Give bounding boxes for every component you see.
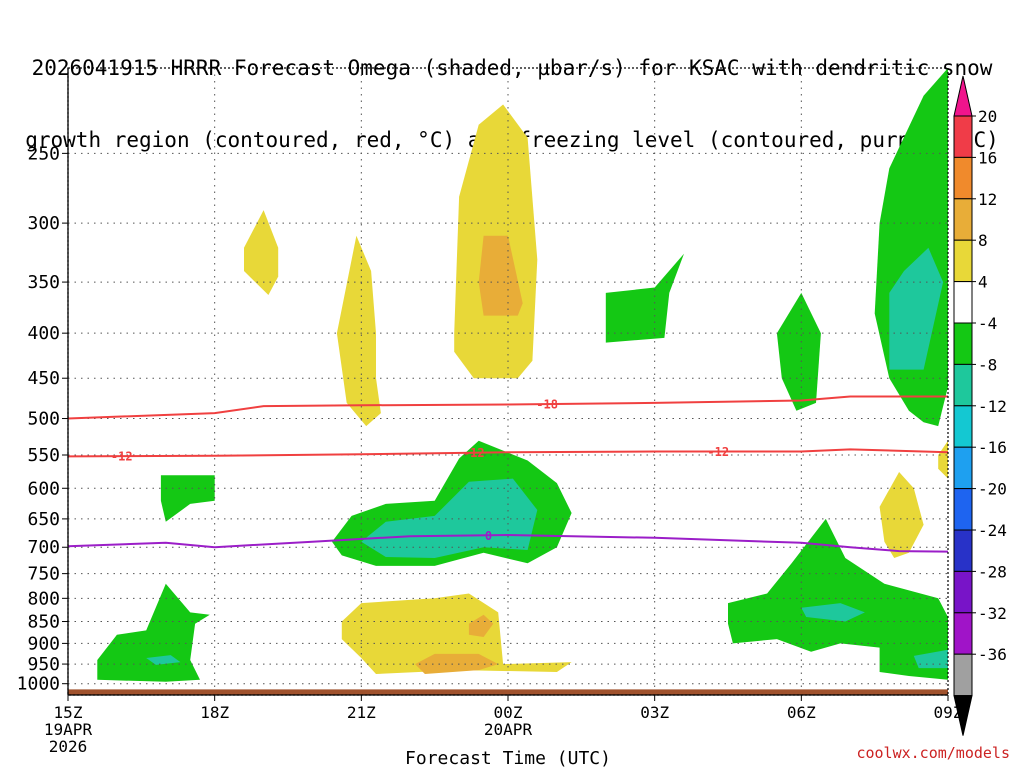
- x-tick-label: 15Z: [54, 703, 83, 722]
- contour-label: -12: [707, 445, 729, 459]
- ground-layer: [68, 689, 948, 695]
- x-tick-label: 00Z: [494, 703, 523, 722]
- y-tick-label: 900: [27, 633, 60, 654]
- y-tick-label: 650: [27, 509, 60, 530]
- colorbar-label: -4: [978, 314, 997, 333]
- contour-freezing-level-0: [67, 533, 949, 553]
- colorbar: 20 16 12 8 4 -4 -8 -12 -16 -20 -24 -28 -32 -36: [953, 75, 1007, 736]
- y-tick-label: 400: [27, 323, 60, 344]
- colorbar-swatch: [953, 405, 973, 448]
- colorbar-label: -32: [978, 604, 1007, 623]
- y-tick-label: 500: [27, 409, 60, 430]
- colorbar-swatch: [953, 653, 973, 697]
- x-tick-label: 21Z: [347, 703, 376, 722]
- omega-region-19: [801, 603, 865, 622]
- colorbar-top-arrow: [953, 75, 973, 117]
- watermark: coolwx.com/models: [856, 744, 1010, 762]
- contour-dendritic-minus12: [67, 448, 949, 458]
- omega-region-10: [97, 583, 210, 682]
- omega-region-4: [341, 593, 572, 674]
- omega-region-17: [889, 247, 944, 370]
- contour-label: 0: [485, 529, 492, 543]
- colorbar-swatch: [953, 198, 973, 241]
- y-tick-label: 1000: [17, 674, 60, 695]
- omega-region-3: [478, 235, 523, 316]
- colorbar-swatch: [953, 239, 973, 283]
- colorbar-label: -28: [978, 562, 1007, 581]
- colorbar-swatch: [953, 115, 973, 158]
- x-tick-date: 19APR: [44, 720, 93, 739]
- omega-region-8: [938, 440, 948, 479]
- y-tick-label: 450: [27, 368, 60, 389]
- colorbar-label: 4: [978, 273, 988, 292]
- colorbar-swatch: [953, 570, 973, 614]
- y-tick-label: 550: [27, 445, 60, 466]
- omega-region-6: [415, 653, 499, 674]
- colorbar-swatch: [953, 322, 973, 365]
- colorbar-label: 12: [978, 190, 997, 209]
- omega-region-15: [776, 292, 821, 411]
- omega-region-7: [879, 472, 924, 558]
- colorbar-swatch: [953, 156, 973, 200]
- y-tick-label: 850: [27, 612, 60, 633]
- omega-region-13: [361, 478, 538, 558]
- y-tick-label: 950: [27, 654, 60, 675]
- omega-region-11: [146, 655, 181, 665]
- y-tick-label: 800: [27, 588, 60, 609]
- x-tick-date: 20APR: [484, 720, 533, 739]
- colorbar-label: -12: [978, 397, 1007, 416]
- colorbar-label: 16: [978, 148, 997, 167]
- omega-region-9: [160, 475, 215, 522]
- colorbar-bottom-arrow: [953, 695, 973, 736]
- y-tick-label: 350: [27, 272, 60, 293]
- x-tick-label: 03Z: [640, 703, 669, 722]
- colorbar-label: -36: [978, 645, 1007, 664]
- contour-layer: -18 -12 -12 -12 0: [67, 395, 949, 553]
- y-axis: 2503003504004505005506006507007508008509…: [17, 143, 68, 695]
- omega-region-18: [728, 518, 948, 680]
- omega-shading-layer: [97, 68, 948, 682]
- contour-label: -18: [536, 398, 558, 412]
- omega-region-0: [244, 210, 279, 295]
- y-tick-label: 750: [27, 564, 60, 585]
- colorbar-swatch: [953, 281, 973, 324]
- omega-region-14: [605, 253, 684, 343]
- colorbar-label: 20: [978, 107, 997, 126]
- x-axis-title: Forecast Time (UTC): [405, 748, 611, 768]
- colorbar-swatch: [953, 529, 973, 572]
- x-tick-label: 09Z: [934, 703, 963, 722]
- colorbar-label: -24: [978, 521, 1007, 540]
- contour-dendritic-minus18: [67, 395, 948, 420]
- omega-region-1: [336, 235, 381, 427]
- y-tick-label: 300: [27, 213, 60, 234]
- y-tick-label: 250: [27, 143, 60, 164]
- omega-region-5: [468, 614, 494, 637]
- colorbar-swatch: [953, 612, 973, 655]
- y-tick-label: 700: [27, 537, 60, 558]
- colorbar-label: -20: [978, 480, 1007, 499]
- omega-region-16: [874, 68, 948, 427]
- colorbar-swatch: [953, 363, 973, 407]
- contour-label: -12: [111, 450, 133, 464]
- ground-strip: [68, 689, 948, 695]
- omega-region-20: [913, 649, 948, 669]
- x-tick-label: 06Z: [787, 703, 816, 722]
- y-tick-label: 600: [27, 478, 60, 499]
- colorbar-label: -8: [978, 355, 997, 374]
- x-tick-year: 2026: [49, 737, 88, 756]
- x-tick-label: 18Z: [200, 703, 229, 722]
- colorbar-label: -16: [978, 438, 1007, 457]
- colorbar-label: 8: [978, 231, 988, 250]
- colorbar-swatch: [953, 488, 973, 531]
- colorbar-swatch: [953, 446, 973, 490]
- contour-label: -12: [463, 446, 485, 460]
